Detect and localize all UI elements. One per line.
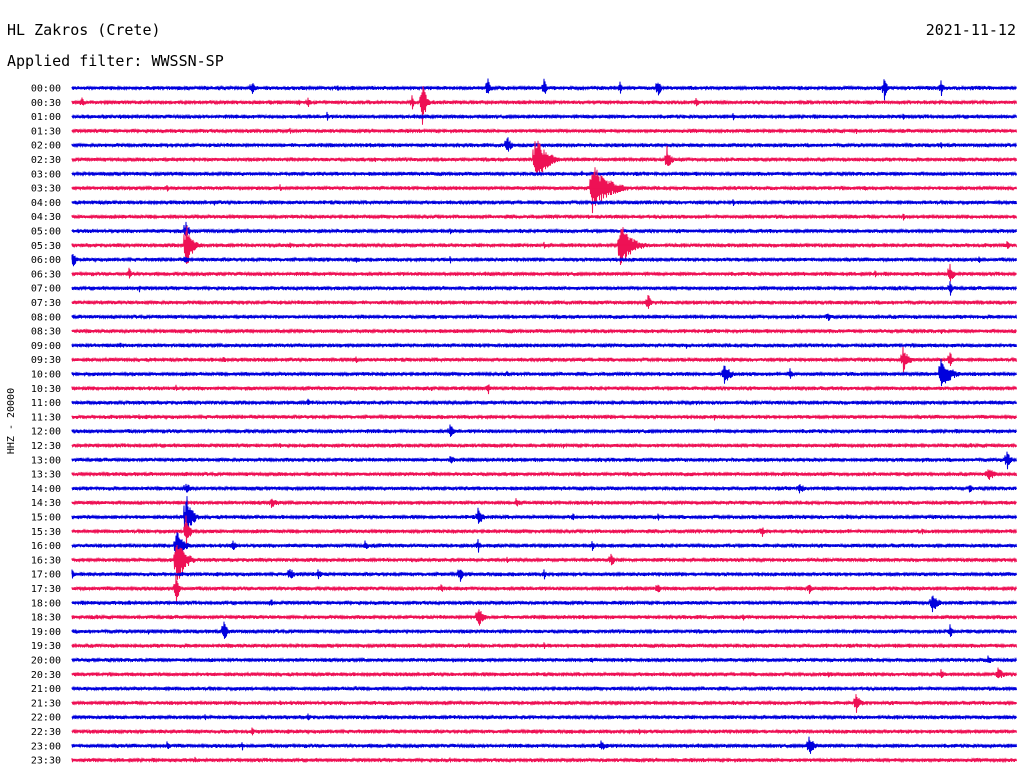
time-tick-label: 20:00 <box>31 656 61 667</box>
trace-line <box>71 515 1017 546</box>
time-tick-label: 22:00 <box>31 713 61 724</box>
time-tick-label: 02:30 <box>31 155 61 166</box>
time-tick-label: 06:00 <box>31 255 61 266</box>
time-tick-label: 07:00 <box>31 284 61 295</box>
time-tick-label: 11:00 <box>31 398 61 409</box>
time-tick-label: 10:30 <box>31 384 61 395</box>
time-tick-label: 23:00 <box>31 741 61 752</box>
filter-label: Applied filter: WWSSN-SP <box>7 52 224 70</box>
trace-line <box>71 111 1017 121</box>
time-tick-label: 08:30 <box>31 327 61 338</box>
trace-line <box>71 86 1017 125</box>
time-tick-label: 11:30 <box>31 412 61 423</box>
time-tick-label: 21:30 <box>31 698 61 709</box>
time-tick-label: 19:00 <box>31 627 61 638</box>
trace-line <box>71 213 1017 221</box>
trace-line <box>71 294 1017 309</box>
time-tick-label: 22:30 <box>31 727 61 738</box>
time-tick-label: 01:00 <box>31 112 61 123</box>
time-tick-label: 04:00 <box>31 198 61 209</box>
trace-line <box>71 655 1017 664</box>
trace-line <box>71 199 1017 206</box>
time-tick-label: 00:00 <box>31 84 61 95</box>
trace-line <box>71 127 1017 135</box>
trace-line <box>71 137 1017 152</box>
trace-line <box>71 621 1017 639</box>
time-tick-label: 03:30 <box>31 184 61 195</box>
trace-line <box>71 642 1017 650</box>
time-tick-label: 15:30 <box>31 527 61 538</box>
time-tick-label: 14:30 <box>31 498 61 509</box>
trace-line <box>71 685 1017 692</box>
trace-line <box>71 727 1017 736</box>
trace-line <box>71 568 1017 582</box>
time-tick-label: 14:00 <box>31 484 61 495</box>
time-tick-label: 23:30 <box>31 756 61 767</box>
trace-line <box>71 225 1017 266</box>
trace-line <box>71 498 1017 508</box>
time-tick-label: 17:30 <box>31 584 61 595</box>
time-tick-label: 05:00 <box>31 227 61 238</box>
time-tick-label: 18:30 <box>31 613 61 624</box>
time-tick-label: 16:30 <box>31 555 61 566</box>
trace-line <box>71 167 1017 214</box>
time-tick-label: 12:30 <box>31 441 61 452</box>
trace-line <box>71 327 1017 335</box>
trace-line <box>71 346 1017 373</box>
time-tick-label: 20:30 <box>31 670 61 681</box>
trace-line <box>71 451 1017 470</box>
time-tick-label: 16:00 <box>31 541 61 552</box>
time-tick-label: 18:00 <box>31 598 61 609</box>
time-tick-label: 13:30 <box>31 470 61 481</box>
station-title: HL Zakros (Crete) <box>7 21 161 39</box>
trace-line <box>71 281 1017 296</box>
trace-line <box>71 358 1017 387</box>
trace-line <box>71 384 1017 395</box>
time-tick-label: 09:30 <box>31 355 61 366</box>
time-tick-label: 19:30 <box>31 641 61 652</box>
time-tick-label: 17:00 <box>31 570 61 581</box>
trace-line <box>71 483 1017 494</box>
time-tick-label: 15:00 <box>31 513 61 524</box>
trace-line <box>71 667 1017 679</box>
time-tick-label: 10:00 <box>31 370 61 381</box>
trace-line <box>71 532 1017 564</box>
trace-line <box>71 170 1017 178</box>
trace-line <box>71 544 1017 580</box>
trace-line <box>71 78 1017 101</box>
trace-line <box>71 609 1017 626</box>
trace-line <box>71 398 1017 406</box>
trace-line <box>71 221 1017 239</box>
time-tick-label: 21:00 <box>31 684 61 695</box>
time-tick-label: 04:30 <box>31 212 61 223</box>
time-tick-label: 06:30 <box>31 269 61 280</box>
time-tick-label: 02:00 <box>31 141 61 152</box>
trace-line <box>71 496 1017 534</box>
trace-line <box>71 574 1017 603</box>
trace-line <box>71 595 1017 613</box>
time-tick-label: 00:30 <box>31 98 61 109</box>
time-tick-label: 05:30 <box>31 241 61 252</box>
time-tick-label: 09:00 <box>31 341 61 352</box>
trace-line <box>71 756 1017 764</box>
time-tick-label: 07:30 <box>31 298 61 309</box>
time-tick-label: 12:00 <box>31 427 61 438</box>
trace-line <box>71 713 1017 721</box>
time-tick-label: 13:00 <box>31 455 61 466</box>
trace-line <box>71 263 1017 282</box>
time-tick-label: 08:00 <box>31 312 61 323</box>
time-tick-label: 01:30 <box>31 126 61 137</box>
date-label: 2021-11-12 <box>925 21 1016 39</box>
trace-line <box>71 424 1017 437</box>
trace-line <box>71 253 1017 267</box>
trace-line <box>71 313 1017 321</box>
time-tick-label: 03:00 <box>31 169 61 180</box>
trace-line <box>71 694 1017 713</box>
